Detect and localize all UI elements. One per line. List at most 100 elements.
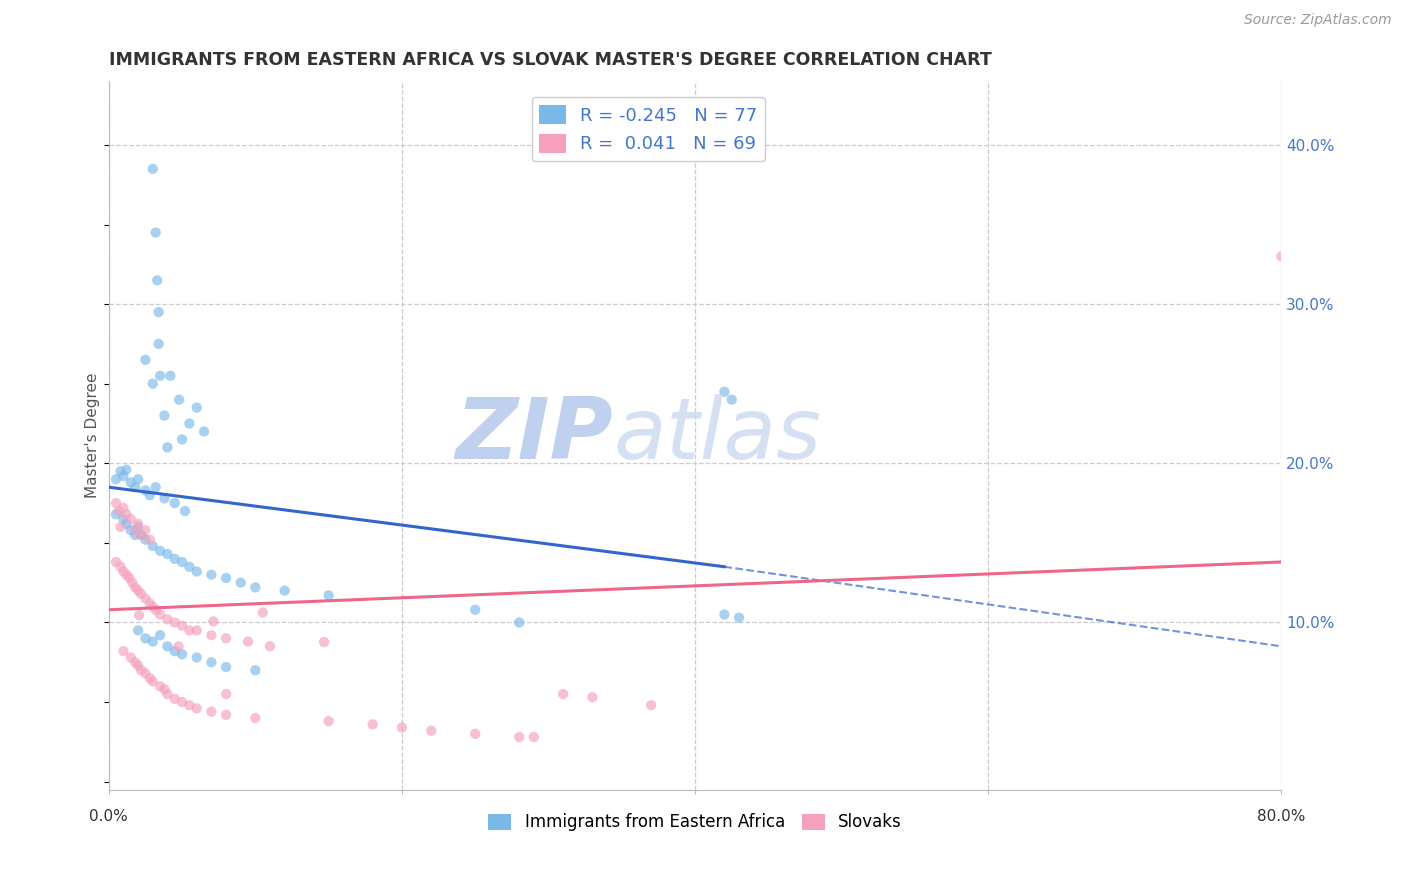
Point: [124, 655, 146, 669]
Point: [186, 624, 208, 638]
Point: [153, 409, 176, 423]
Point: [115, 508, 138, 522]
Point: [145, 226, 167, 240]
Point: [134, 533, 156, 547]
Point: [215, 571, 238, 585]
Point: [200, 567, 222, 582]
Point: [179, 417, 201, 431]
Point: [245, 663, 267, 677]
Point: [134, 591, 156, 606]
Point: [170, 433, 193, 447]
Point: [153, 682, 176, 697]
Point: [200, 628, 222, 642]
Point: [149, 368, 172, 383]
Point: [124, 581, 146, 595]
Point: [108, 504, 131, 518]
Point: [149, 544, 172, 558]
Point: [420, 723, 443, 738]
Point: [581, 690, 603, 705]
Y-axis label: Master's Degree: Master's Degree: [86, 373, 100, 499]
Point: [464, 603, 486, 617]
Point: [129, 663, 152, 677]
Point: [120, 523, 142, 537]
Point: [167, 640, 190, 654]
Point: [124, 528, 146, 542]
Point: [202, 615, 225, 629]
Point: [163, 644, 186, 658]
Point: [163, 615, 186, 630]
Point: [156, 687, 179, 701]
Point: [179, 624, 201, 638]
Text: atlas: atlas: [613, 394, 821, 477]
Point: [134, 632, 156, 646]
Point: [112, 469, 135, 483]
Point: [170, 618, 193, 632]
Point: [163, 691, 186, 706]
Point: [142, 634, 165, 648]
Point: [236, 634, 259, 648]
Point: [391, 721, 413, 735]
Point: [159, 368, 181, 383]
Point: [148, 305, 170, 319]
Point: [149, 679, 172, 693]
Point: [146, 273, 169, 287]
Point: [124, 523, 146, 537]
Point: [508, 730, 530, 744]
Point: [127, 472, 149, 486]
Point: [156, 441, 179, 455]
Point: [127, 583, 149, 598]
Point: [105, 555, 128, 569]
Point: [139, 488, 162, 502]
Point: [245, 711, 267, 725]
Point: [640, 698, 662, 713]
Point: [128, 608, 150, 623]
Point: [186, 650, 208, 665]
Point: [186, 701, 208, 715]
Point: [115, 567, 138, 582]
Point: [167, 392, 190, 407]
Point: [156, 547, 179, 561]
Point: [112, 512, 135, 526]
Point: [170, 695, 193, 709]
Point: [129, 528, 152, 542]
Point: [156, 640, 179, 654]
Legend: R = -0.245   N = 77, R =  0.041   N = 69: R = -0.245 N = 77, R = 0.041 N = 69: [531, 97, 765, 161]
Point: [142, 674, 165, 689]
Point: [110, 520, 132, 534]
Point: [120, 512, 142, 526]
Point: [464, 727, 486, 741]
Point: [186, 565, 208, 579]
Text: 80.0%: 80.0%: [1257, 809, 1306, 824]
Point: [259, 640, 281, 654]
Point: [142, 161, 165, 176]
Point: [1270, 249, 1292, 263]
Point: [713, 384, 735, 399]
Point: [215, 632, 238, 646]
Point: [314, 635, 336, 649]
Point: [149, 628, 172, 642]
Point: [215, 707, 238, 722]
Point: [112, 644, 135, 658]
Text: IMMIGRANTS FROM EASTERN AFRICA VS SLOVAK MASTER'S DEGREE CORRELATION CHART: IMMIGRANTS FROM EASTERN AFRICA VS SLOVAK…: [108, 51, 991, 69]
Point: [728, 610, 751, 624]
Point: [112, 500, 135, 515]
Point: [713, 607, 735, 622]
Point: [508, 615, 530, 630]
Point: [110, 559, 132, 574]
Point: [523, 730, 546, 744]
Point: [120, 475, 142, 490]
Point: [186, 401, 208, 415]
Point: [105, 496, 128, 510]
Point: [179, 559, 201, 574]
Point: [215, 660, 238, 674]
Point: [134, 352, 156, 367]
Point: [553, 687, 575, 701]
Point: [112, 565, 135, 579]
Point: [142, 539, 165, 553]
Point: [229, 575, 252, 590]
Point: [124, 480, 146, 494]
Point: [110, 464, 132, 478]
Point: [127, 624, 149, 638]
Point: [139, 533, 162, 547]
Point: [252, 606, 274, 620]
